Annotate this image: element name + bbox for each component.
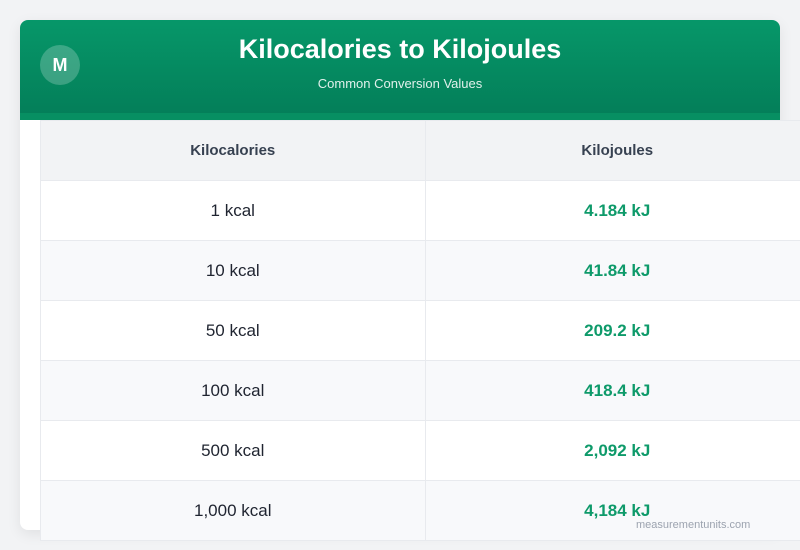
kj-cell: 4.184 kJ (424, 180, 800, 241)
kcal-cell: 1,000 kcal (40, 480, 426, 541)
kcal-cell: 50 kcal (40, 300, 426, 361)
table-row: 500 kcal 2,092 kJ (40, 420, 800, 481)
logo-badge: M (40, 45, 80, 85)
kj-cell: 418.4 kJ (424, 360, 800, 421)
kj-cell: 2,092 kJ (424, 420, 800, 481)
card-header: M Kilocalories to Kilojoules Common Conv… (20, 20, 780, 120)
kj-cell: 41.84 kJ (424, 240, 800, 301)
kcal-cell: 100 kcal (40, 360, 426, 421)
kcal-cell: 10 kcal (40, 240, 426, 301)
watermark: measurementunits.com (636, 519, 751, 531)
table-row: 1 kcal 4.184 kJ (40, 180, 800, 241)
conversion-table: Kilocalories Kilojoules 1 kcal 4.184 kJ … (40, 120, 800, 541)
table-row: 100 kcal 418.4 kJ (40, 360, 800, 421)
table-row: 1,000 kcal 4,184 kJ (40, 480, 800, 541)
header-accent-band (20, 113, 780, 120)
kcal-cell: 500 kcal (40, 420, 426, 481)
kj-cell: 4,184 kJ (424, 480, 800, 541)
kj-cell: 209.2 kJ (424, 300, 800, 361)
logo-letter: M (52, 54, 68, 75)
table-row: 50 kcal 209.2 kJ (40, 300, 800, 361)
column-header-kilocalories: Kilocalories (40, 120, 426, 181)
kcal-cell: 1 kcal (40, 180, 426, 241)
table-row: 10 kcal 41.84 kJ (40, 240, 800, 301)
table-header-row: Kilocalories Kilojoules (40, 120, 800, 181)
page-title: Kilocalories to Kilojoules (238, 34, 562, 64)
page-subtitle: Common Conversion Values (317, 76, 483, 91)
column-header-kilojoules: Kilojoules (424, 120, 800, 181)
